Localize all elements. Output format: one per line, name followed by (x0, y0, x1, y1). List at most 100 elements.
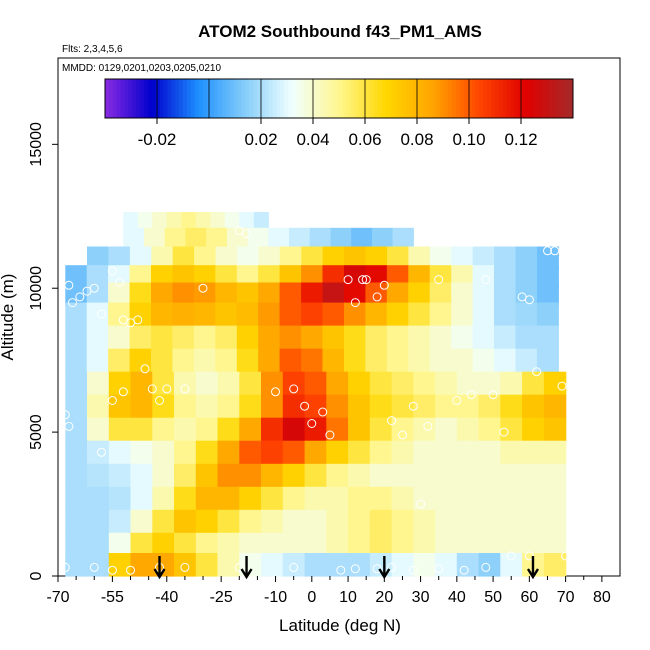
colorbar-swatch (311, 79, 317, 118)
heatmap-cell (301, 302, 324, 327)
heatmap-cell (515, 246, 538, 271)
sample-point (180, 562, 190, 572)
heatmap-cell (456, 532, 480, 557)
x-tick-label: 0 (307, 589, 316, 606)
sample-point (64, 280, 74, 290)
heatmap-cell (429, 325, 452, 350)
heatmap-cell (108, 371, 132, 396)
heatmap-cell (65, 302, 88, 327)
heatmap-cell (152, 371, 175, 396)
heatmap-cell (239, 417, 262, 442)
heatmap-cell (326, 417, 349, 442)
colorbar-swatch (545, 79, 551, 118)
heatmap-cell (261, 532, 284, 557)
heatmap-cell (108, 302, 131, 327)
heatmap-cell (348, 532, 371, 557)
colorbar-swatch (534, 79, 539, 118)
heatmap-cell (451, 325, 474, 350)
heatmap-cell (215, 325, 238, 350)
sample-point (60, 410, 70, 420)
sample-point (289, 384, 299, 394)
heatmap-cell (87, 440, 110, 465)
heatmap-cell (344, 282, 366, 307)
colorbar-swatch (522, 79, 527, 118)
sample-point (434, 275, 444, 285)
heatmap-cell (217, 486, 240, 511)
heatmap-cell (522, 509, 545, 534)
mmdd-annotation: MMDD: 0129,0201,0203,0205,0210 (62, 63, 221, 74)
heatmap-cell (326, 440, 349, 465)
sample-point (358, 275, 368, 285)
heatmap-cell (494, 246, 517, 271)
heatmap-cell (152, 532, 175, 557)
heatmap-cell (413, 440, 436, 465)
sample-point (387, 562, 397, 572)
heatmap-cell (451, 302, 474, 327)
heatmap-cell (282, 553, 306, 577)
colorbar-swatch (120, 79, 125, 118)
y-axis-label: Altitude (m) (0, 274, 17, 361)
colorbar-swatch (147, 79, 153, 118)
heatmap-cell (65, 532, 88, 557)
heatmap-cell (215, 282, 238, 307)
heatmap-cell (215, 348, 238, 373)
heatmap-cell (172, 325, 195, 350)
heatmap-cell (408, 282, 431, 307)
heatmap-cell (456, 371, 480, 396)
heatmap-cell (301, 282, 324, 307)
heatmap-cell (413, 509, 436, 534)
x-tick-label: -70 (46, 589, 69, 606)
x-tick-label: 50 (484, 589, 502, 606)
sample-point (147, 384, 157, 394)
heatmap-cell (348, 440, 371, 465)
colorbar-swatch (342, 79, 348, 118)
heatmap-cell (365, 302, 388, 327)
colorbar-swatch (549, 79, 554, 118)
heatmap-cell (369, 553, 393, 577)
heatmap-cell (108, 532, 132, 557)
colorbar-swatch (502, 79, 508, 118)
x-tick-label: 70 (557, 589, 575, 606)
heatmap-cell (130, 440, 153, 465)
heatmap-cell (386, 325, 409, 350)
sample-point (524, 295, 534, 305)
colorbar-swatch (132, 79, 137, 118)
heatmap-cell (215, 246, 238, 271)
heatmap-cell (164, 227, 186, 252)
heatmap-cell (261, 463, 284, 488)
heatmap-cell (478, 532, 501, 557)
heatmap-cell (236, 302, 259, 327)
heatmap-cell (151, 302, 173, 327)
heatmap-cell (261, 440, 284, 465)
sample-point (506, 551, 516, 561)
heatmap-cell (206, 227, 228, 252)
sample-point (107, 266, 117, 276)
heatmap-cell (217, 553, 240, 577)
sample-point (89, 562, 99, 572)
heatmap-cell (472, 246, 495, 271)
heatmap-cell (217, 463, 240, 488)
colorbar-tick-label: 0.12 (504, 130, 537, 149)
heatmap-cell (429, 282, 452, 307)
heatmap-cell (451, 348, 474, 373)
sample-point (532, 367, 542, 377)
colorbar-swatch (401, 79, 406, 118)
heatmap-cell (522, 463, 545, 488)
heatmap-cell (391, 532, 414, 557)
heatmap-cell (478, 553, 501, 577)
heatmap-cell (429, 348, 452, 373)
heatmap-cell (408, 348, 431, 373)
colorbar-swatch (112, 79, 118, 118)
heatmap-cell (87, 532, 110, 557)
heatmap-cell (301, 348, 324, 373)
heatmap-cell (282, 371, 306, 396)
heatmap-cell (236, 282, 259, 307)
heatmap-cell (236, 348, 259, 373)
heatmap-cell (282, 509, 306, 534)
heatmap-cell (413, 532, 436, 557)
colorbar-swatch (463, 79, 469, 118)
heatmap-cell (261, 394, 284, 419)
heatmap-cell (108, 553, 132, 577)
colorbar-swatch (370, 79, 375, 118)
heatmap-cell (86, 325, 109, 350)
